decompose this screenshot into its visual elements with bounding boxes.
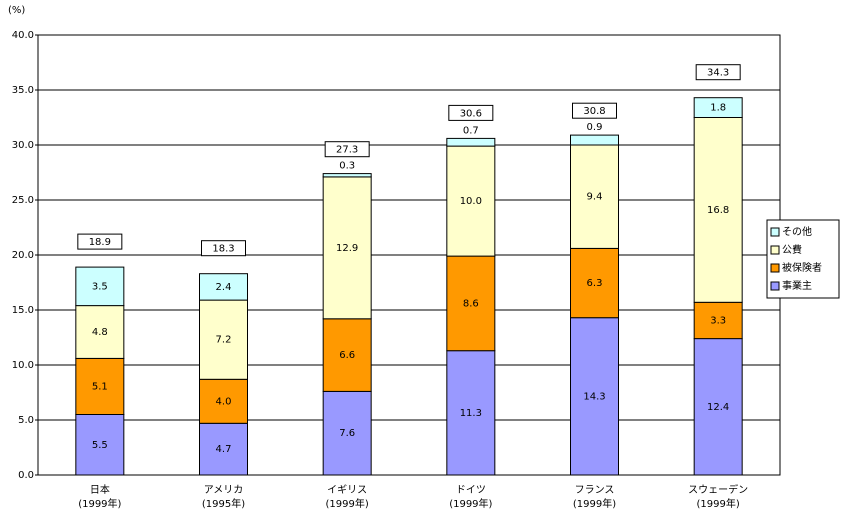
value-label: 4.7 [216,444,232,455]
value-label: 4.0 [216,396,232,407]
bar-segment [693,97,743,118]
bar-segment [75,266,125,307]
value-label: 6.6 [339,350,355,361]
x-tick-label: アメリカ [204,484,244,496]
bar-segment [570,144,619,249]
value-label: 10.0 [460,196,482,207]
x-tick-label: フランス [575,484,615,496]
total-label: 18.9 [89,237,111,248]
bar-segment [446,137,496,147]
bar-segment [322,173,372,178]
bar-segment [199,273,248,301]
bar-segment [75,305,125,359]
value-label: 0.7 [463,125,479,136]
value-label: 11.3 [460,408,482,419]
value-label: 14.3 [583,391,605,402]
value-label: 6.3 [587,278,603,289]
total-box [77,233,123,250]
total-box [572,102,617,119]
y-tick-label: 10.0 [12,360,34,371]
bar-segment [446,255,496,352]
y-tick-label: 30.0 [12,140,34,151]
y-tick-label: 35.0 [12,85,34,96]
value-label: 3.5 [92,281,108,292]
legend-label: 被保険者 [782,261,822,274]
bar-segment [446,145,496,257]
bar-segment [199,378,248,424]
value-label: 1.8 [710,103,726,114]
x-tick-label: イギリス [327,484,367,496]
bar-segment [199,422,248,476]
bar-segment [570,134,619,146]
total-label: 30.8 [583,106,605,117]
y-tick-label: 0.0 [18,470,34,481]
total-box [695,64,741,81]
value-label: 8.6 [463,298,479,309]
bar-segment [199,299,248,380]
value-label: 7.6 [339,428,355,439]
total-label: 18.3 [212,244,234,255]
value-label: 12.4 [707,402,729,413]
y-unit-label: (%) [8,5,25,16]
x-tick-sublabel: (1995年) [202,497,245,510]
y-tick-label: 40.0 [12,30,34,41]
legend-label: その他 [782,225,812,238]
bar-segment [322,176,372,320]
total-box [448,104,494,121]
value-label: 4.8 [92,327,108,338]
legend-swatch [770,281,780,291]
value-label: 5.5 [92,440,108,451]
legend-swatch [770,227,780,237]
value-label: 0.9 [587,122,603,133]
value-label: 16.8 [707,205,729,216]
y-tick-label: 5.0 [18,415,34,426]
x-tick-label: スウェーデン [688,483,748,496]
legend-label: 事業主 [782,279,812,292]
legend-swatch [770,245,780,255]
bar-segment [693,338,743,476]
x-tick-sublabel: (1999年) [697,497,740,510]
y-tick-label: 20.0 [12,250,34,261]
x-tick-sublabel: (1999年) [78,497,121,510]
x-tick-sublabel: (1999年) [449,497,492,510]
value-label: 5.1 [92,381,108,392]
x-tick-sublabel: (1999年) [326,497,369,510]
value-label: 0.3 [339,161,355,172]
value-label: 12.9 [336,243,358,254]
x-tick-label: ドイツ [456,485,486,496]
bar-segment [322,390,372,476]
total-label: 30.6 [460,108,482,119]
total-box [324,141,370,158]
bar-segment [570,317,619,476]
legend-swatch [770,263,780,273]
y-tick-label: 15.0 [12,305,34,316]
legend-label: 公費 [782,243,802,256]
total-label: 34.3 [707,68,729,79]
value-label: 3.3 [710,315,726,326]
value-label: 9.4 [587,192,603,203]
x-tick-sublabel: (1999年) [573,497,616,510]
x-tick-label: 日本 [90,483,110,496]
value-label: 2.4 [216,282,232,293]
y-tick-label: 25.0 [12,195,34,206]
total-box [201,240,246,257]
bar-segment [446,350,496,476]
total-label: 27.3 [336,145,358,156]
value-label: 7.2 [216,335,232,346]
